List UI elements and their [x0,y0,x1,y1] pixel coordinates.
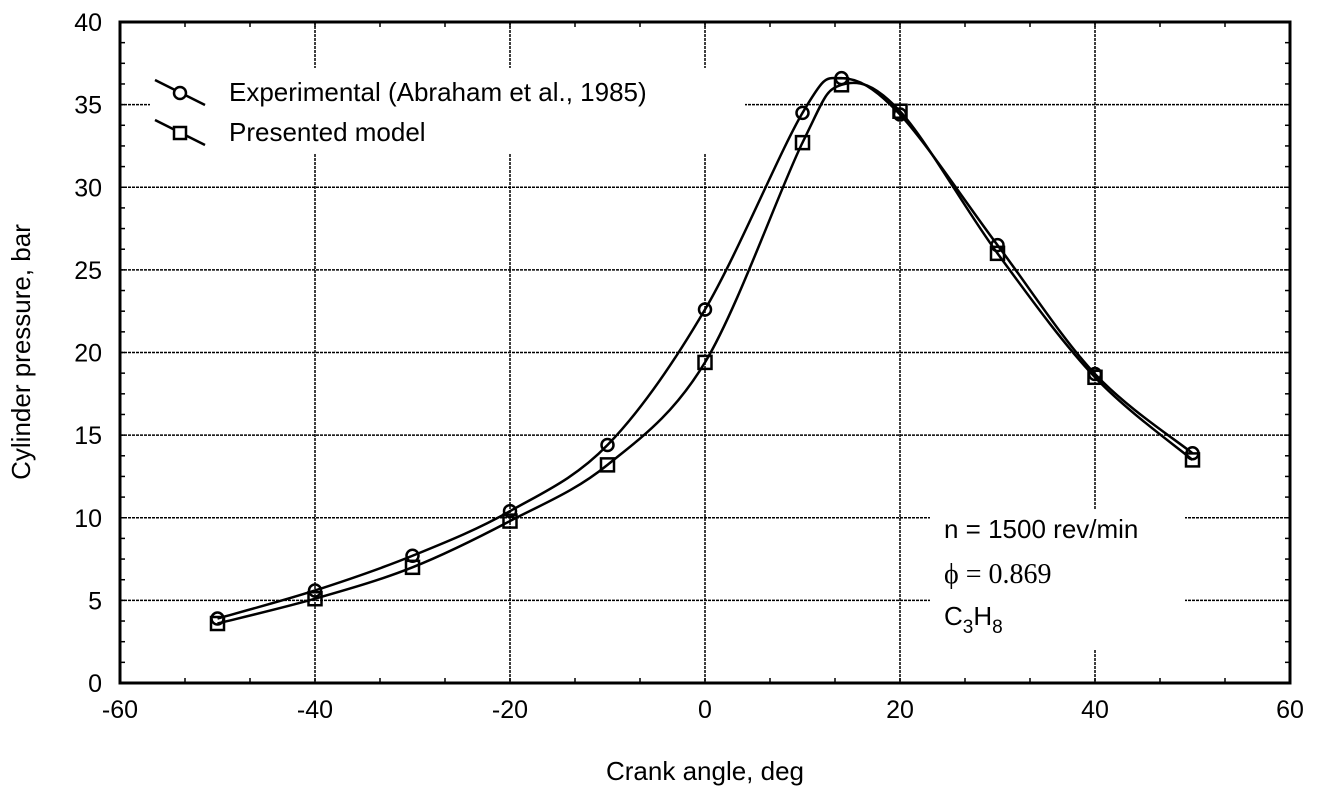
square-data-point [404,559,421,576]
fuel-h: H [973,601,992,631]
square-data-point [794,134,811,151]
series-model [209,77,1201,632]
x-tick-label: -20 [492,696,528,724]
fuel-c: C [944,601,963,631]
square-data-point [599,457,616,473]
x-axis-title: Crank angle, deg [606,756,804,786]
x-tick-label: 40 [1081,696,1109,724]
y-tick-label: 5 [88,587,102,615]
square-marker-icon [172,125,188,141]
annotation-background [930,510,1185,650]
y-tick-label: 30 [74,174,102,202]
x-tick-labels: -60 -40 -20 0 20 40 60 [102,696,1304,724]
circle-data-point [307,583,323,598]
y-tick-label: 10 [74,505,102,533]
legend: Experimental (Abraham et al., 1985) Pres… [150,68,745,154]
square-data-point [307,590,323,607]
legend-background [150,68,745,154]
series-line [217,81,1194,625]
x-tick-label: -40 [297,696,333,724]
y-tick-label: 0 [88,670,102,698]
y-tick-label: 15 [74,422,102,450]
x-tick-label: 0 [698,696,712,724]
series-line [217,76,1194,620]
y-axis-title: Cylinder pressure, bar [6,224,36,480]
square-data-point [1184,452,1201,468]
x-tick-label: 20 [886,696,914,724]
conditions-annotation: n = 1500 rev/min ϕ = 0.869 C3H8 [930,510,1185,650]
square-data-point [989,245,1006,262]
x-tick-label: -60 [102,696,138,724]
y-tick-label: 40 [74,9,102,37]
x-tick-label: 60 [1276,696,1304,724]
square-data-point [697,354,713,371]
square-data-point [502,513,518,529]
circle-data-point [795,105,810,121]
equivalence-ratio-label: ϕ = 0.869 [944,559,1052,590]
phi-symbol: ϕ [944,559,959,590]
fuel-h-subscript: 8 [992,617,1003,638]
speed-label: n = 1500 rev/min [944,514,1138,544]
y-tick-label: 35 [74,92,102,120]
y-tick-label: 20 [74,340,102,368]
square-data-point [209,615,226,632]
square-data-point [892,103,908,119]
square-data-point [1087,369,1103,386]
circle-data-point [697,302,713,317]
series-experimental [210,70,1200,626]
circle-data-point [600,437,615,453]
plot-frame [118,20,1292,685]
circle-data-point [502,503,518,519]
legend-label-model: Presented model [229,117,426,147]
phi-value: = 0.869 [959,559,1052,590]
y-tick-labels: 0 5 10 15 20 25 30 35 40 [74,9,102,698]
y-tick-label: 25 [74,257,102,285]
square-data-point [833,77,850,93]
legend-label-experimental: Experimental (Abraham et al., 1985) [229,77,647,107]
fuel-formula: C3H8 [944,601,1003,638]
legend-entry-experimental: Experimental (Abraham et al., 1985) [154,77,647,107]
series-group [209,70,1201,632]
circle-marker-icon [172,85,188,101]
legend-entry-model: Presented model [154,117,426,147]
fuel-c-subscript: 3 [963,617,974,638]
